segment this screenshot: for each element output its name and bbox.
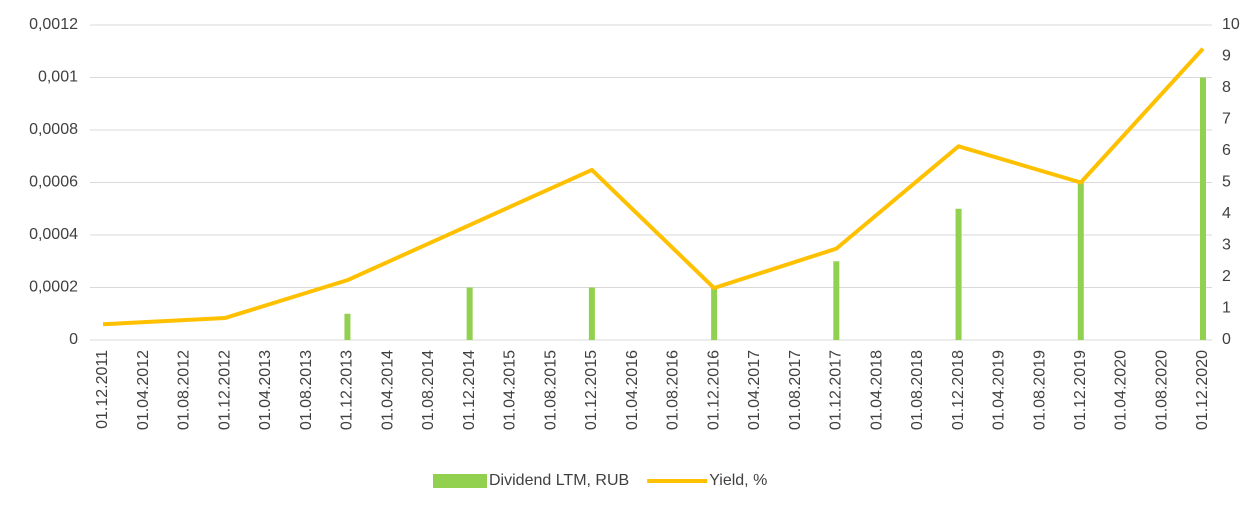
x-tick-label: 01.12.2014	[461, 350, 478, 430]
y-tick-label: 0	[69, 331, 78, 348]
x-tick-label: 01.04.2019	[991, 350, 1008, 430]
bar	[1077, 182, 1084, 340]
y2-tick-label: 2	[1222, 268, 1231, 285]
x-tick-label: 01.12.2020	[1194, 350, 1211, 430]
y2-tick-label: 1	[1222, 300, 1231, 317]
line	[102, 47, 1205, 327]
y2-tick-label: 10	[1222, 16, 1240, 33]
y2-tick-label: 8	[1222, 79, 1231, 96]
y2-tick-label: 6	[1222, 142, 1231, 159]
x-tick-label: 01.08.2015	[542, 350, 559, 430]
y-tick-label: 0,0004	[29, 226, 78, 243]
bar	[833, 261, 840, 340]
bar	[344, 313, 351, 340]
x-tick-label: 01.08.2017	[787, 350, 804, 430]
y2-tick-label: 5	[1222, 174, 1231, 191]
legend-label: Dividend LTM, RUB	[489, 472, 629, 489]
legend-swatch	[433, 474, 487, 488]
x-tick-label: 01.08.2018	[909, 350, 926, 430]
x-tick-label: 01.08.2014	[420, 350, 437, 430]
y-tick-label: 0,0012	[29, 16, 78, 33]
x-tick-label: 01.08.2016	[665, 350, 682, 430]
x-tick-label: 01.04.2012	[135, 350, 152, 430]
x-tick-label: 01.12.2013	[339, 350, 356, 430]
x-tick-label: 01.12.2017	[828, 350, 845, 430]
bar	[711, 287, 718, 340]
bar	[588, 287, 595, 340]
x-tick-label: 01.12.2016	[705, 350, 722, 430]
x-tick-label: 01.12.2015	[583, 350, 600, 430]
x-tick-label: 01.04.2013	[257, 350, 274, 430]
x-tick-label: 01.12.2012	[216, 350, 233, 430]
y-tick-label: 0,0008	[29, 121, 78, 138]
x-tick-label: 01.12.2011	[94, 350, 111, 429]
bar	[1200, 77, 1206, 340]
x-tick-label: 01.04.2015	[502, 350, 519, 430]
y2-tick-label: 3	[1222, 237, 1231, 254]
x-tick-label: 01.04.2014	[379, 350, 396, 430]
y2-tick-label: 9	[1222, 48, 1231, 65]
x-tick-label: 01.04.2018	[868, 350, 885, 430]
y2-tick-label: 4	[1222, 205, 1231, 222]
y2-tick-label: 0	[1222, 331, 1231, 348]
legend-label: Yield, %	[709, 472, 767, 489]
x-tick-label: 01.08.2019	[1031, 350, 1048, 430]
x-tick-label: 01.12.2018	[950, 350, 967, 430]
x-tick-label: 01.04.2016	[624, 350, 641, 430]
y2-tick-label: 7	[1222, 111, 1231, 128]
y-tick-label: 0,0002	[29, 279, 78, 296]
x-tick-label: 01.08.2013	[298, 350, 315, 430]
y-tick-label: 0,001	[38, 69, 78, 86]
x-tick-label: 01.04.2017	[746, 350, 763, 430]
x-tick-label: 01.12.2019	[1072, 350, 1089, 430]
y-tick-label: 0,0006	[29, 174, 78, 191]
x-tick-label: 01.04.2020	[1113, 350, 1130, 430]
bar	[955, 208, 962, 340]
x-tick-label: 01.08.2020	[1153, 350, 1170, 430]
x-tick-label: 01.08.2012	[176, 350, 193, 430]
bar	[466, 287, 473, 340]
